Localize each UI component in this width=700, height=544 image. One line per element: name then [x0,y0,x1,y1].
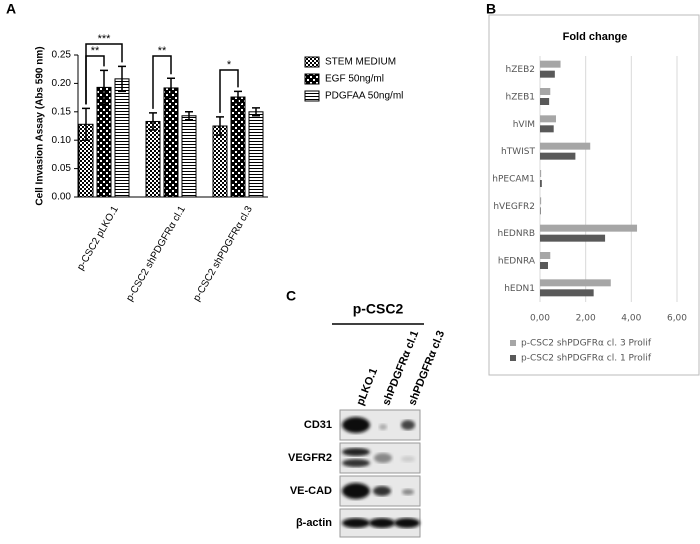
panel-label: B [486,1,496,17]
x-tick-label: 2,00 [576,314,596,324]
error-bar [167,77,175,99]
legend-swatch [510,340,516,346]
bar [540,197,542,205]
legend-swatch [510,355,516,361]
row-label: β-actin [296,517,332,529]
y-tick-label: hEDNRA [498,257,536,267]
bar [181,115,197,198]
x-tick-label: p-CSC2 shPDGFRα cl.1 [124,204,188,303]
bar [212,125,228,198]
bar [540,142,591,150]
y-tick-label: hEDN1 [504,284,535,294]
significance-label: ** [158,45,167,57]
y-tick-label: hTWIST [501,147,535,157]
bar [540,170,542,177]
legend-label: EGF 50ng/ml [325,74,384,85]
panel-label: C [286,288,296,304]
bar [540,152,576,160]
legend-label: STEM MEDIUM [325,57,396,68]
panel-b-frame [488,14,700,376]
error-bar [185,111,193,121]
error-bar [149,112,157,131]
y-tick-label: 0.10 [52,135,72,146]
bar [540,88,551,95]
legend-swatch [304,90,320,102]
bar [540,180,542,187]
significance-label: * [227,59,232,71]
blot-title: p-CSC2 [353,301,404,317]
y-tick-label: hZEB1 [506,93,535,103]
x-tick-label: 6,00 [667,314,687,324]
bar [248,111,264,198]
error-bar [252,107,260,117]
y-tick-label: hEDNRB [498,229,535,239]
legend-label: PDGFAA 50ng/ml [325,91,403,102]
bar [540,98,550,105]
significance-label: *** [98,33,112,45]
y-tick-label: hPECAM1 [492,175,535,185]
bar [540,234,606,242]
bar [540,224,638,232]
lane-label: pLKO.1 [354,366,380,407]
error-bar [216,116,224,136]
bar [540,289,594,297]
blot [339,409,421,538]
bar [540,279,611,287]
y-tick-label: 0.20 [52,78,72,89]
legend-label: p-CSC2 shPDGFRα cl. 1 Prolif [521,354,652,364]
bar [540,207,541,215]
x-tick-label: p-CSC2 pLKO.1 [75,204,121,272]
error-bar [118,65,126,93]
y-tick-label: 0.00 [52,192,72,203]
bar [230,96,246,198]
bar [540,115,556,123]
y-axis-label: Cell Invasion Assay (Abs 590 nm) [35,46,46,205]
error-bar [100,69,108,106]
bar [540,252,551,259]
bar [540,125,554,133]
y-tick-label: hVEGFR2 [493,202,535,212]
row-label: VE-CAD [290,485,332,497]
row-label: VEGFR2 [288,452,332,464]
bar [145,120,161,198]
legend-swatch [304,56,320,68]
legend-swatch [304,73,320,85]
y-tick-label: 0.05 [52,163,72,174]
y-tick-label: hVIM [513,120,535,130]
significance-label: ** [91,45,100,57]
panel-label: A [6,1,16,17]
significance-bracket [85,43,123,105]
bar [163,87,179,198]
y-tick-label: 0.15 [52,106,72,117]
bar [114,78,130,198]
legend-label: p-CSC2 shPDGFRα cl. 3 Prolif [521,339,652,349]
x-tick-label: p-CSC2 shPDGFRα cl.3 [191,204,255,303]
x-tick-label: 0,00 [530,314,550,324]
bar [540,262,548,269]
significance-bracket [152,55,172,109]
chart-title: Fold change [563,31,628,43]
error-bar [82,107,90,141]
error-bar [234,90,242,104]
row-label: CD31 [304,419,332,431]
bar [540,60,561,68]
y-tick-label: hZEB2 [506,65,535,75]
significance-bracket [219,69,239,113]
bar [540,70,555,78]
y-tick-label: 0.25 [52,50,72,61]
x-tick-label: 4,00 [621,314,641,324]
